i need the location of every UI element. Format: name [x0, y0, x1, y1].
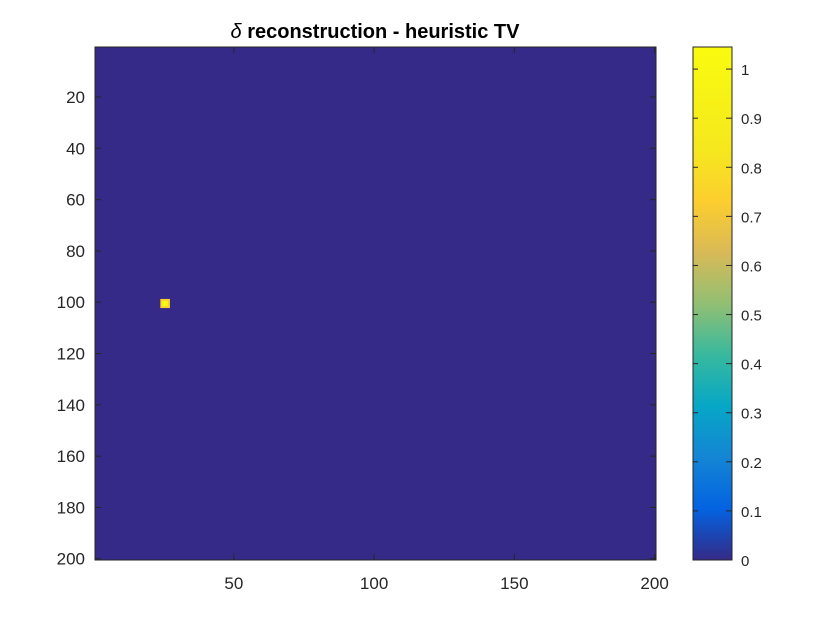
y-tick-label: 140: [57, 396, 85, 415]
y-tick-label: 180: [57, 498, 85, 517]
colorbar-tick-label: 0.8: [741, 160, 762, 177]
x-tick-label: 150: [500, 574, 528, 593]
y-tick-label: 60: [66, 191, 85, 210]
x-tick-label: 50: [224, 574, 243, 593]
y-axis: 20 40 60 80 100 120 140 160 180 200: [57, 88, 656, 569]
colorbar-tick-label: 0: [741, 553, 749, 570]
y-tick-label: 200: [57, 550, 85, 569]
y-tick-label: 20: [66, 88, 85, 107]
y-tick-label: 40: [66, 139, 85, 158]
colorbar-tick-label: 0.6: [741, 258, 762, 275]
heatmap-cell: [162, 300, 168, 307]
title-symbol: δ: [231, 21, 243, 43]
colorbar-gradient: [693, 47, 732, 560]
y-tick-label: 80: [66, 242, 85, 261]
colorbar-ticks: 0 0.1 0.2 0.3 0.4 0.5 0.6 0.7 0.8 0.9 1: [693, 62, 762, 570]
colorbar-tick-label: 1: [741, 62, 749, 79]
y-tick-label: 100: [57, 293, 85, 312]
colorbar-tick-label: 0.5: [741, 308, 762, 325]
colorbar: 0 0.1 0.2 0.3 0.4 0.5 0.6 0.7 0.8 0.9 1: [692, 46, 762, 570]
title-text: reconstruction - heuristic TV: [242, 21, 520, 43]
colorbar-tick-label: 0.3: [741, 406, 762, 423]
plot-frame: [94, 46, 657, 561]
colorbar-tick-label: 0.7: [741, 209, 762, 226]
x-tick-label: 200: [640, 574, 668, 593]
y-tick-label: 120: [57, 345, 85, 364]
y-tick-label: 160: [57, 447, 85, 466]
x-tick-label: 100: [360, 574, 388, 593]
heatmap-background: [95, 47, 656, 560]
colorbar-tick-label: 0.9: [741, 111, 762, 128]
colorbar-frame: [692, 46, 733, 561]
chart-title: δ reconstruction - heuristic TV: [231, 21, 521, 43]
colorbar-tick-label: 0.2: [741, 455, 762, 472]
heatmap-cells: [160, 298, 170, 309]
colorbar-tick-label: 0.4: [741, 357, 762, 374]
colorbar-tick-label: 0.1: [741, 504, 762, 521]
x-axis: 50 100 150 200: [224, 47, 669, 593]
heatmap-plot: [94, 46, 657, 561]
